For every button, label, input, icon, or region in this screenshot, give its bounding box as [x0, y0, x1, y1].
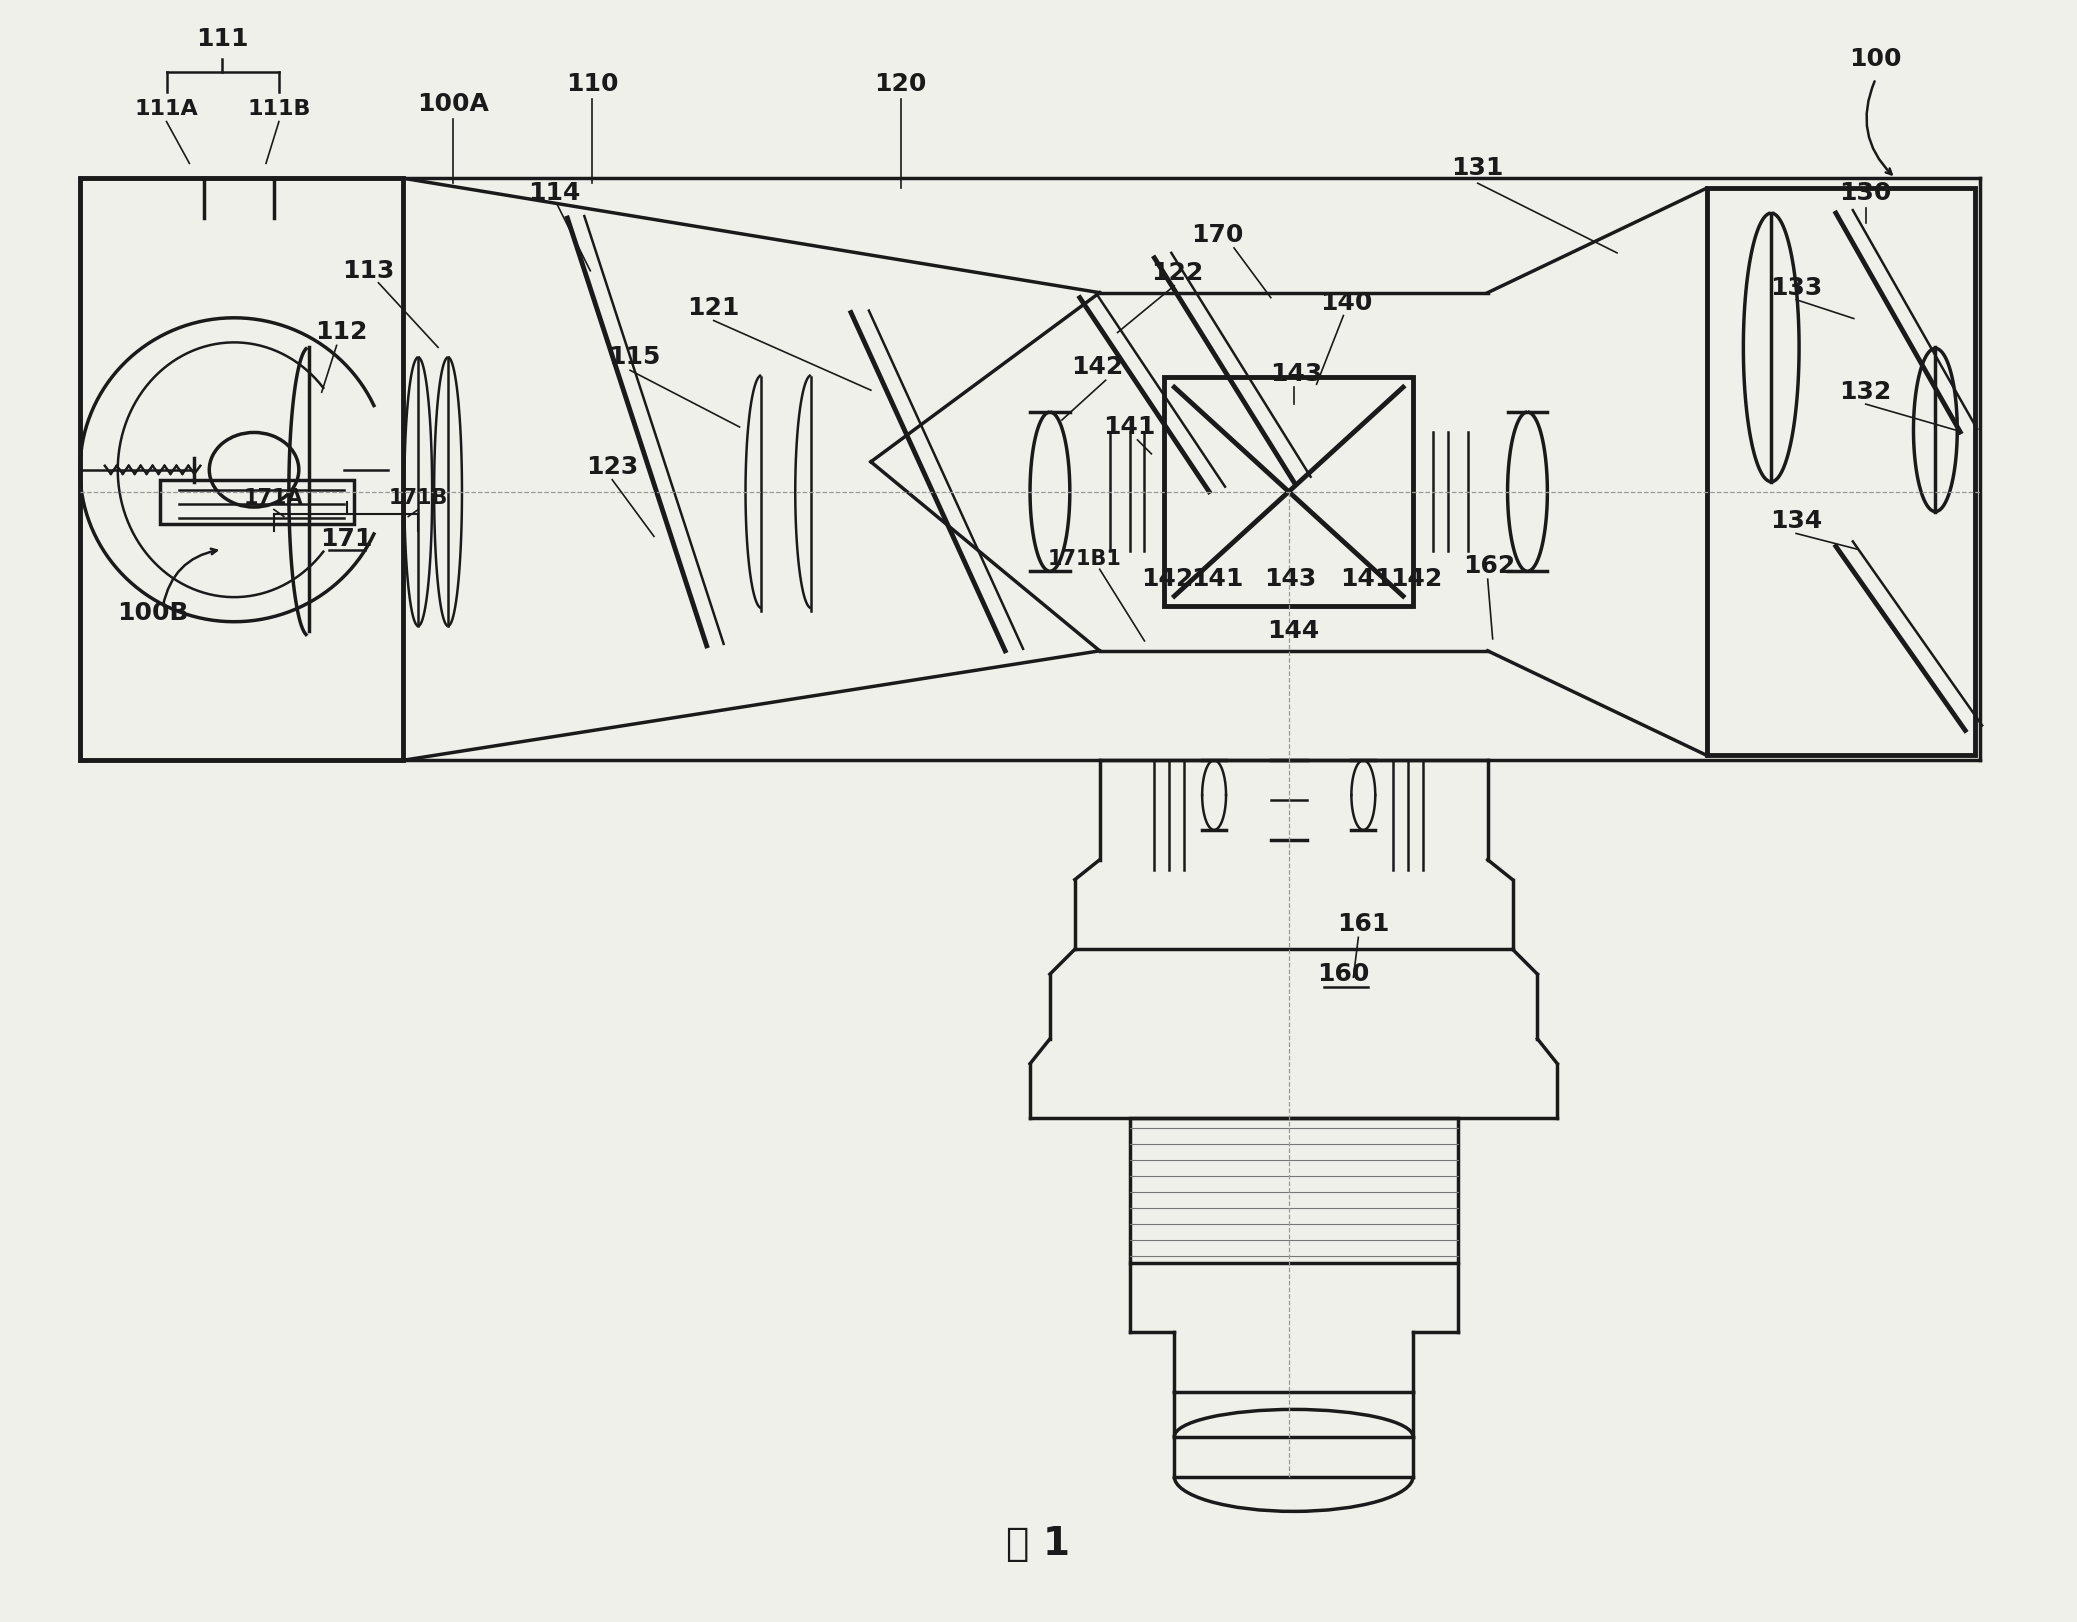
Text: 143: 143 [1265, 568, 1317, 590]
Text: 171A: 171A [245, 488, 303, 508]
Text: 143: 143 [1271, 362, 1323, 386]
Bar [1165, 378, 1412, 607]
Text: 142: 142 [1072, 355, 1124, 380]
Text: 131: 131 [1452, 156, 1504, 180]
Text: 113: 113 [343, 260, 395, 282]
Text: 115: 115 [609, 345, 660, 370]
Bar [79, 178, 403, 761]
Text: 112: 112 [316, 321, 368, 344]
Text: 171B1: 171B1 [1047, 550, 1122, 569]
Text: 114: 114 [528, 182, 582, 206]
Bar [1130, 1119, 1458, 1262]
Text: 142: 142 [1390, 568, 1441, 590]
Text: 120: 120 [874, 71, 926, 96]
Text: 140: 140 [1321, 290, 1373, 315]
Text: 171B: 171B [388, 488, 449, 508]
Bar [1707, 188, 1975, 756]
Text: 122: 122 [1151, 261, 1203, 285]
Text: 170: 170 [1190, 222, 1244, 247]
Text: 134: 134 [1770, 509, 1822, 534]
Text: 123: 123 [586, 454, 638, 478]
Text: 162: 162 [1464, 555, 1516, 579]
Text: 130: 130 [1840, 182, 1892, 206]
Bar [160, 480, 353, 524]
Text: 141: 141 [1340, 568, 1392, 590]
Text: 160: 160 [1317, 962, 1369, 986]
Text: 144: 144 [1267, 620, 1319, 642]
Text: 图 1: 图 1 [1005, 1525, 1070, 1564]
Text: 121: 121 [687, 295, 739, 320]
Text: 142: 142 [1140, 568, 1194, 590]
Text: 161: 161 [1338, 913, 1390, 936]
Text: 171: 171 [320, 527, 372, 551]
Text: 141: 141 [1190, 568, 1244, 590]
Text: 111B: 111B [247, 99, 312, 118]
Text: 141: 141 [1103, 415, 1155, 440]
Text: 100A: 100A [417, 92, 488, 115]
Text: 111A: 111A [135, 99, 199, 118]
Text: 132: 132 [1840, 380, 1892, 404]
Text: 110: 110 [567, 71, 619, 96]
Text: 111: 111 [195, 28, 249, 50]
Text: 133: 133 [1770, 276, 1822, 300]
Text: 100: 100 [1849, 47, 1903, 71]
Text: 100B: 100B [116, 602, 189, 624]
